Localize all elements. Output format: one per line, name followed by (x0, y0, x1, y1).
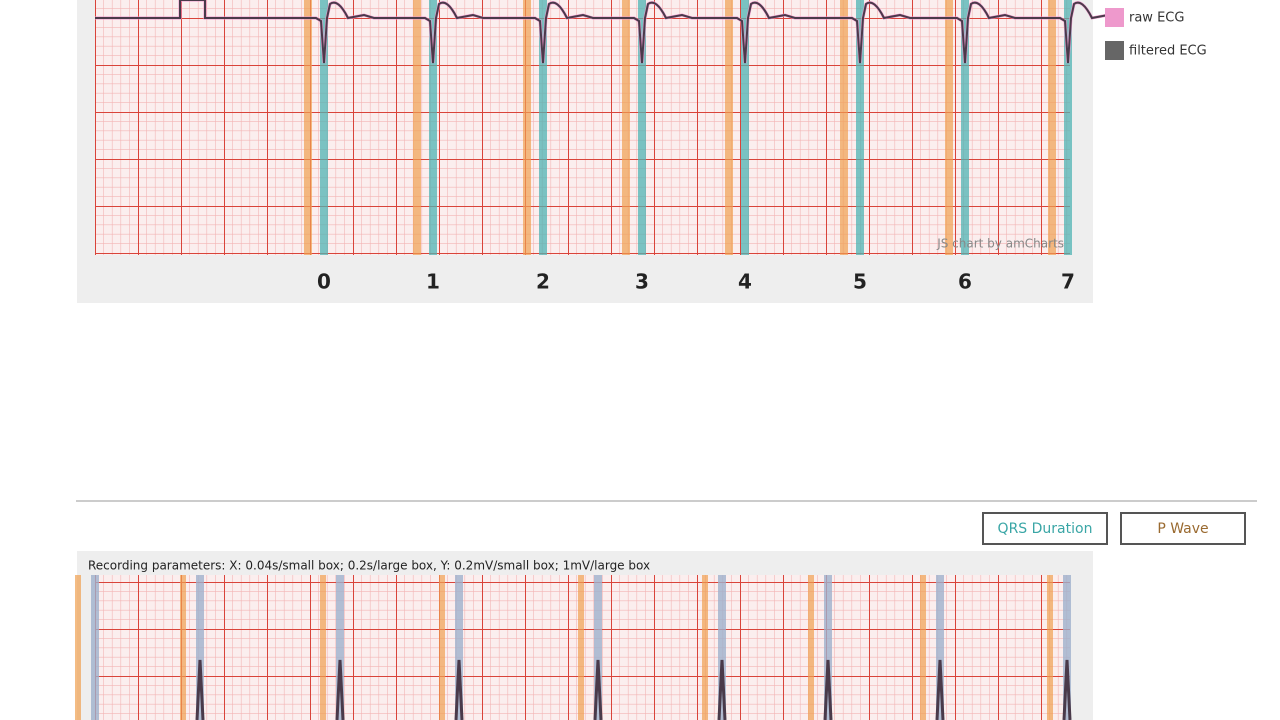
legend-label: filtered ECG (1129, 44, 1207, 59)
qrs-band (91, 575, 99, 720)
beat-label: 7 (1061, 270, 1075, 294)
qrs-band (961, 0, 969, 255)
qrs-band (741, 0, 749, 255)
p-wave-band (439, 575, 445, 720)
qrs-band (336, 575, 344, 720)
qrs-band (539, 0, 547, 255)
p-wave-band (180, 575, 186, 720)
qrs-band (320, 0, 328, 255)
qrs-band (594, 575, 602, 720)
beat-label: 3 (635, 270, 649, 294)
p-wave-band (304, 0, 312, 255)
beat-label: 1 (426, 270, 440, 294)
p-wave-band (840, 0, 848, 255)
legend-label: raw ECG (1129, 11, 1184, 26)
p-wave-band (320, 575, 326, 720)
beat-label: 0 (317, 270, 331, 294)
p-wave-button[interactable] (1120, 512, 1246, 545)
qrs-band (1064, 0, 1072, 255)
qrs-band (718, 575, 726, 720)
beat-label: 2 (536, 270, 550, 294)
qrs-button[interactable] (982, 512, 1108, 545)
top-grid (95, 0, 1070, 255)
p-wave-band (622, 0, 630, 255)
qrs-band (455, 575, 463, 720)
p-wave-band (413, 0, 421, 255)
qrs-band (936, 575, 944, 720)
parameters: Recording parameters: X: 0.04s/small box… (88, 559, 650, 573)
legend-swatch (1105, 41, 1124, 60)
p-wave-band (578, 575, 584, 720)
beat-label: 4 (738, 270, 752, 294)
p-wave-band (808, 575, 814, 720)
qrs-band (824, 575, 832, 720)
credit: JS chart by amCharts (936, 237, 1064, 251)
beat-label: 5 (853, 270, 867, 294)
qrs-band (196, 575, 204, 720)
qrs-band (638, 0, 646, 255)
qrs-band (1063, 575, 1071, 720)
beat-label: 6 (958, 270, 972, 294)
filtered-ecg (95, 0, 1119, 64)
p-wave-band (1048, 0, 1056, 255)
legend-swatch (1105, 8, 1124, 27)
p-wave-band (702, 575, 708, 720)
p-wave-band (1047, 575, 1053, 720)
p-wave-band (725, 0, 733, 255)
p-wave-band (75, 575, 81, 720)
p-wave-band (920, 575, 926, 720)
p-wave-band (523, 0, 531, 255)
qrs-band (429, 0, 437, 255)
filtered-ecg (195, 659, 1072, 720)
p-wave-band (945, 0, 953, 255)
button-label[interactable]: QRS Duration (998, 521, 1093, 537)
button-label[interactable]: P Wave (1157, 521, 1208, 537)
qrs-band (856, 0, 864, 255)
